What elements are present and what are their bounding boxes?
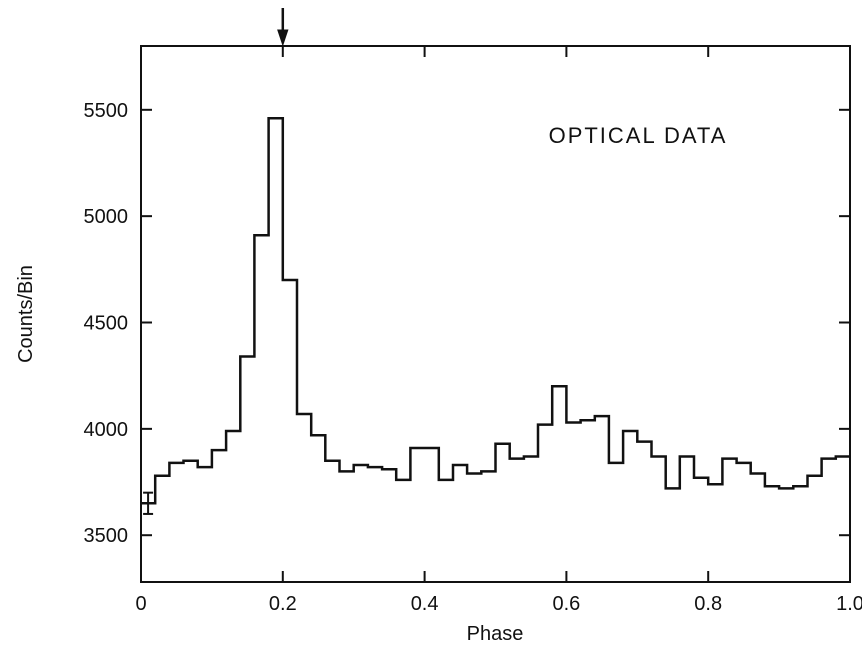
y-tick-label: 4500 bbox=[84, 313, 129, 335]
x-tick-label: 0.8 bbox=[694, 593, 722, 615]
arrow-head bbox=[277, 29, 289, 47]
error-bar bbox=[143, 491, 154, 515]
y-tick-label: 5000 bbox=[84, 206, 129, 228]
series-step-line bbox=[141, 117, 850, 505]
x-tick-label: 0.4 bbox=[411, 593, 439, 615]
x-tick-label: 1.0 bbox=[836, 593, 862, 615]
axis-ticks bbox=[140, 46, 851, 582]
y-tick-label: 4000 bbox=[84, 419, 129, 441]
y-axis-label: Counts/Bin bbox=[15, 265, 37, 363]
x-axis-label: Phase bbox=[467, 623, 524, 645]
y-tick-label: 5500 bbox=[84, 100, 129, 122]
x-tick-label: 0.2 bbox=[269, 593, 297, 615]
x-tick-label: 0.6 bbox=[552, 593, 580, 615]
plot-frame bbox=[140, 45, 851, 583]
chart-annotation: OPTICAL DATA bbox=[549, 123, 728, 148]
y-tick-label: 3500 bbox=[84, 525, 129, 547]
phase-marker-arrow bbox=[277, 8, 289, 47]
axis-tick-labels: 0 0.2 0.4 0.6 0.8 1.0 3500 4000 4500 5000 5500 bbox=[84, 100, 862, 615]
x-tick-label: 0 bbox=[135, 593, 146, 615]
